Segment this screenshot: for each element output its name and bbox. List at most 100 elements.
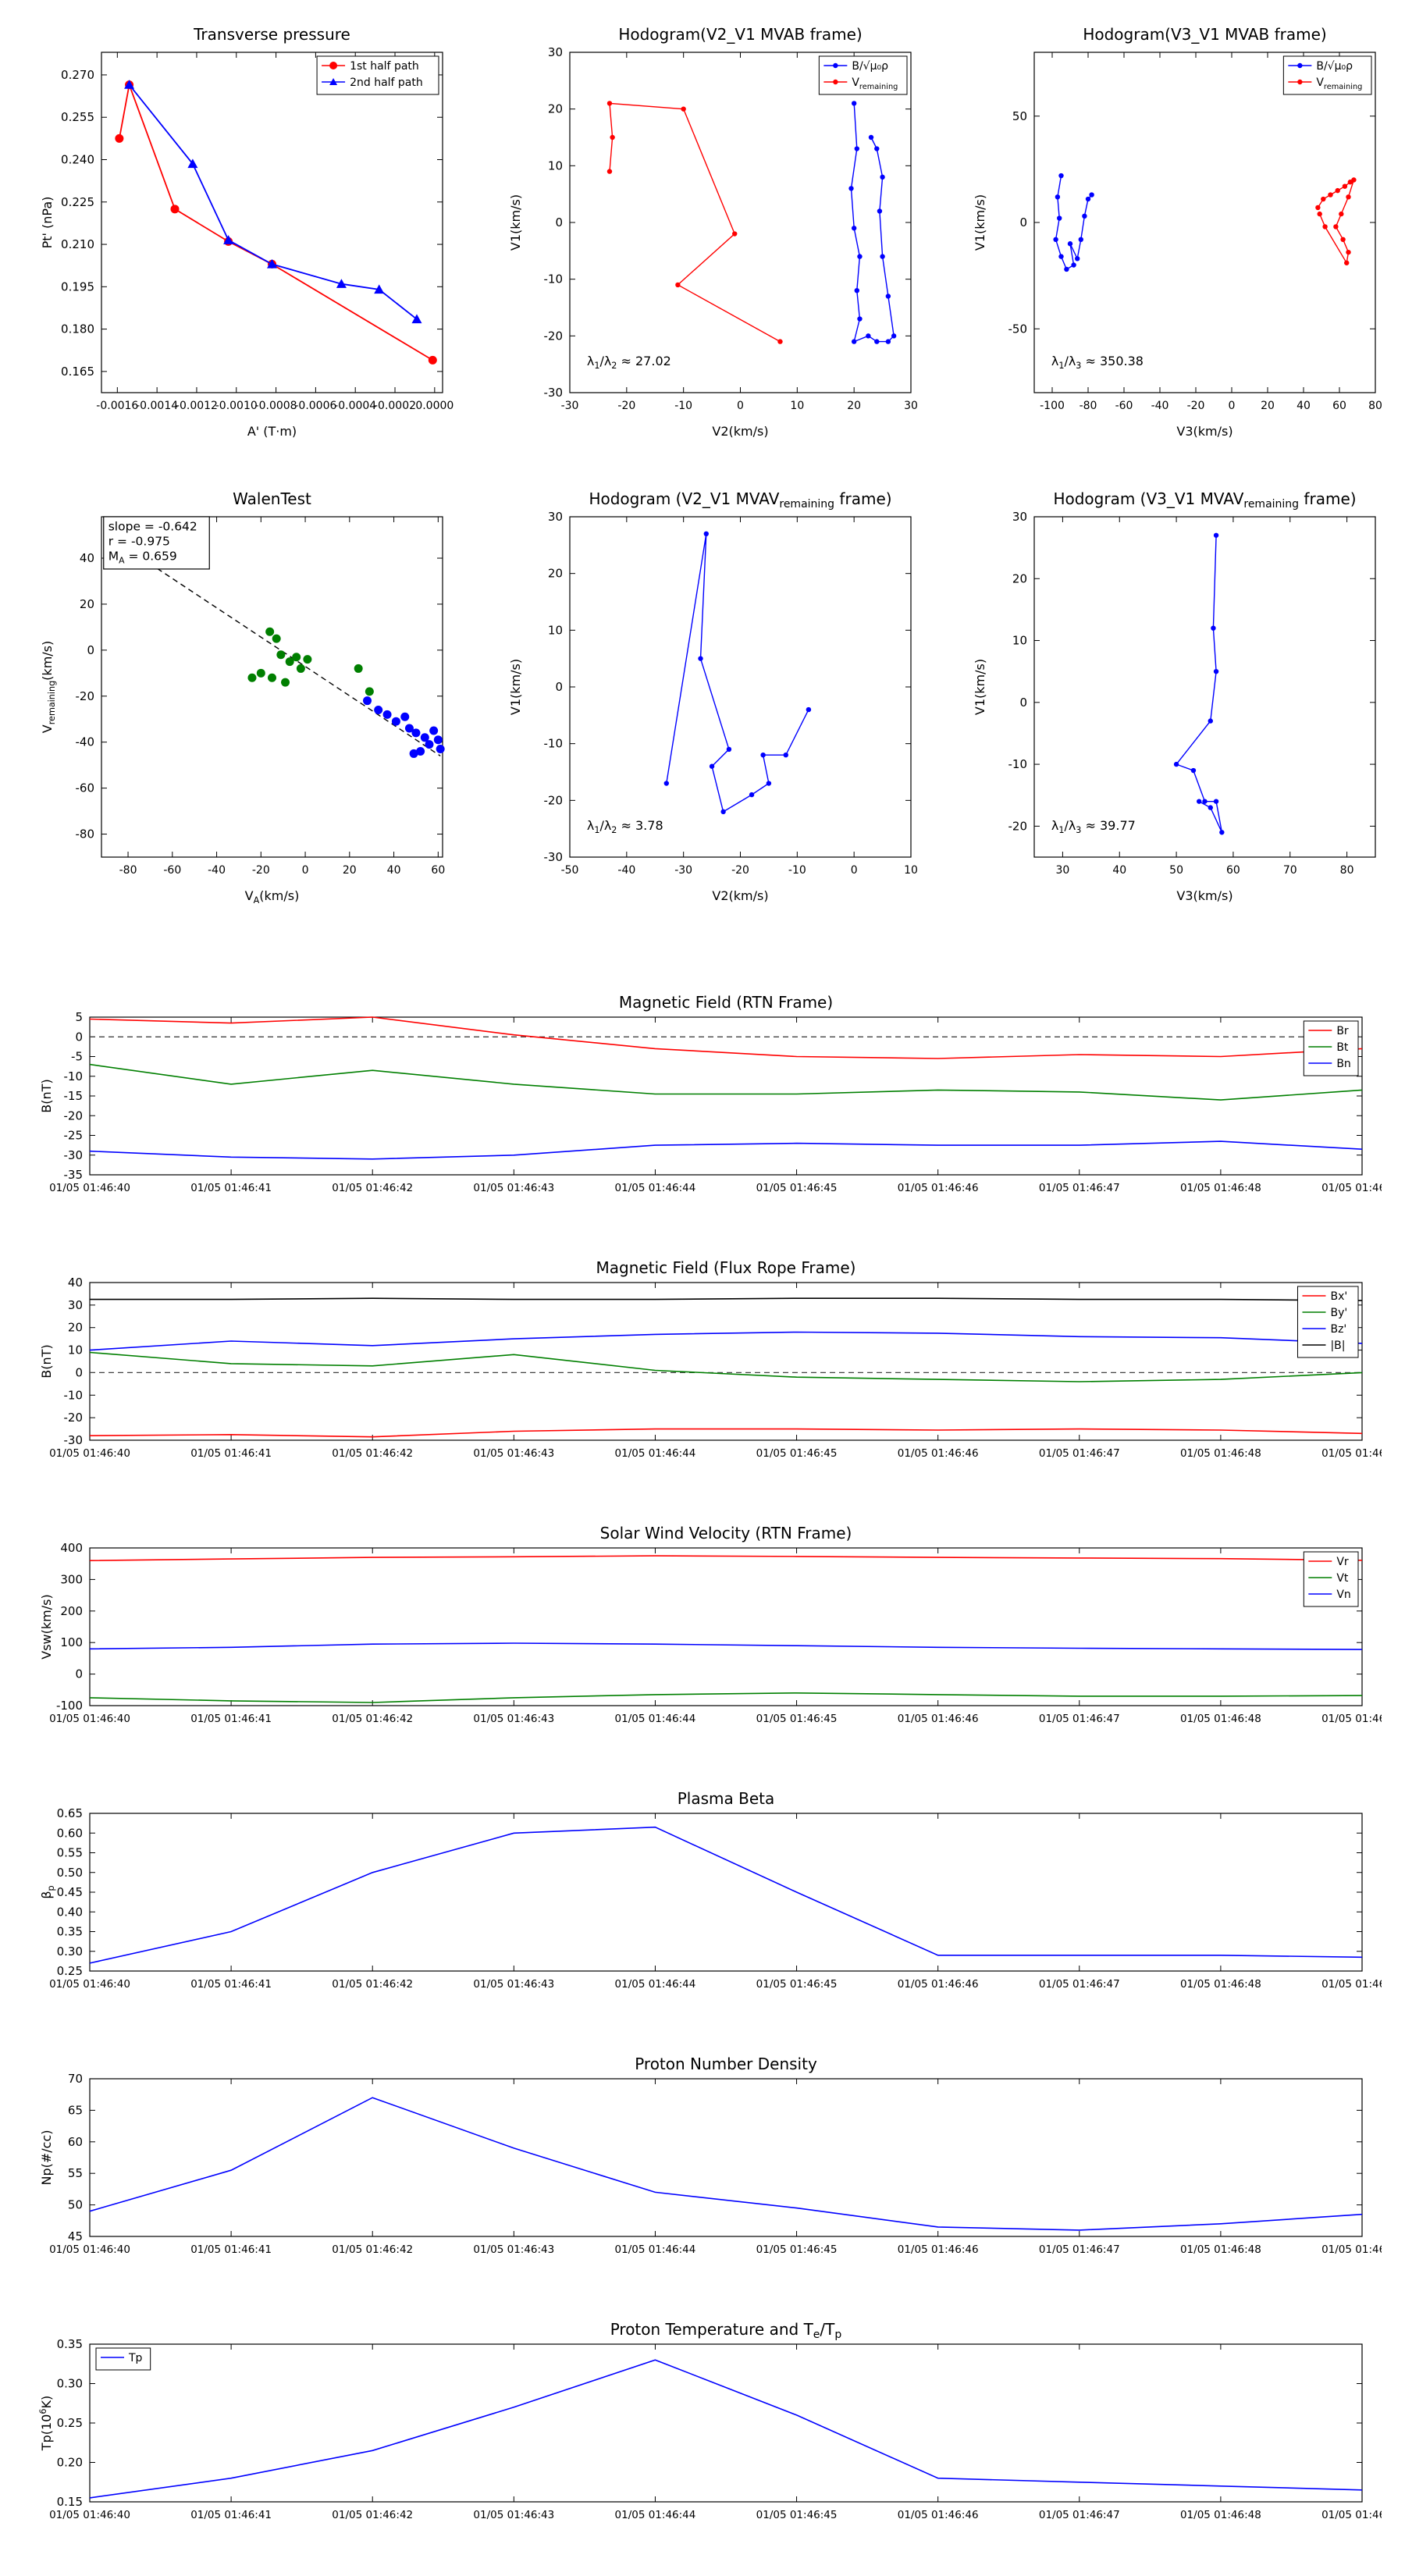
svg-text:01/05 01:46:41: 01/05 01:46:41: [190, 1182, 272, 1194]
svg-text:400: 400: [60, 1541, 83, 1555]
svg-text:30: 30: [548, 45, 563, 59]
svg-text:40: 40: [1297, 400, 1311, 412]
chart-annotation: MA = 0.659: [108, 549, 177, 565]
svg-text:0.30: 0.30: [57, 1944, 83, 1959]
svg-text:Vremaining(km/s): Vremaining(km/s): [40, 641, 57, 734]
svg-text:-25: -25: [64, 1129, 84, 1143]
svg-text:Br: Br: [1336, 1025, 1349, 1037]
svg-text:-10: -10: [1008, 757, 1028, 771]
svg-text:70: 70: [68, 2072, 83, 2086]
svg-text:-20: -20: [1187, 400, 1205, 412]
svg-text:300: 300: [60, 1572, 83, 1586]
svg-text:0.60: 0.60: [57, 1826, 83, 1840]
svg-text:01/05 01:46:43: 01/05 01:46:43: [473, 2509, 554, 2521]
svg-text:0.180: 0.180: [61, 322, 94, 336]
chart-magnetic-field-rtn: Magnetic Field (RTN Frame) 01/05 01:46:40…: [39, 993, 1382, 1194]
svg-text:01/05 01:46:43: 01/05 01:46:43: [473, 1713, 554, 1725]
svg-text:-0.0012: -0.0012: [176, 400, 218, 412]
panel-solar-wind-velocity: Solar Wind Velocity (RTN Frame) 01/05 01:…: [23, 1518, 1382, 1745]
chart-annotation: λ1/λ3 ≈ 39.77: [1051, 818, 1136, 835]
svg-text:01/05 01:46:47: 01/05 01:46:47: [1039, 2509, 1120, 2521]
svg-text:01/05 01:46:41: 01/05 01:46:41: [190, 2509, 272, 2521]
chart-walen-test: WalenTest -80 -60 -40 -20 0 20 40 60 -80 -60 -40 -20…: [40, 489, 445, 906]
svg-text:01/05 01:46:41: 01/05 01:46:41: [190, 1447, 272, 1460]
svg-text:0.35: 0.35: [57, 2337, 83, 2351]
svg-text:0: 0: [555, 680, 563, 694]
svg-text:V1(km/s): V1(km/s): [508, 659, 523, 715]
svg-text:01/05 01:46:46: 01/05 01:46:46: [898, 1978, 979, 1991]
svg-text:-100: -100: [56, 1699, 83, 1713]
svg-text:-20: -20: [252, 864, 270, 877]
svg-text:10: 10: [548, 158, 563, 173]
svg-text:01/05 01:46:45: 01/05 01:46:45: [756, 1182, 838, 1194]
svg-text:10: 10: [904, 864, 918, 877]
svg-text:-30: -30: [64, 1433, 84, 1447]
svg-text:60: 60: [68, 2135, 83, 2149]
svg-text:0.35: 0.35: [57, 1925, 83, 1939]
svg-text:01/05 01:46:46: 01/05 01:46:46: [898, 2509, 979, 2521]
svg-text:-0.0004: -0.0004: [334, 400, 376, 412]
svg-text:B(nT): B(nT): [39, 1344, 54, 1378]
svg-text:0.210: 0.210: [61, 237, 94, 251]
svg-text:-80: -80: [119, 864, 137, 877]
chart-legend: Tp: [95, 2347, 151, 2371]
chart-annotation: slope = -0.642: [108, 519, 197, 533]
svg-text:01/05 01:46:49: 01/05 01:46:49: [1321, 1978, 1382, 1991]
chart-title: Proton Temperature and Te/Tp: [610, 2320, 842, 2341]
chart-title: Magnetic Field (RTN Frame): [619, 993, 833, 1012]
chart-hodogram-v2v1-mvab: Hodogram(V2_V1 MVAB frame) -30 -20 -10 0 10 20…: [508, 25, 918, 439]
svg-text:-5: -5: [71, 1050, 83, 1064]
svg-text:-60: -60: [1115, 400, 1133, 412]
svg-text:60: 60: [1332, 400, 1346, 412]
svg-text:01/05 01:46:45: 01/05 01:46:45: [756, 1978, 838, 1991]
svg-text:40: 40: [80, 551, 94, 565]
chart-legend: Vr Vt Vn: [1303, 1551, 1359, 1607]
svg-text:V3(km/s): V3(km/s): [1176, 424, 1232, 439]
svg-text:-0.0002: -0.0002: [374, 400, 416, 412]
svg-text:5: 5: [75, 1010, 83, 1024]
svg-text:0.45: 0.45: [57, 1885, 83, 1899]
svg-text:VA(km/s): VA(km/s): [245, 888, 300, 906]
svg-text:-30: -30: [674, 864, 692, 877]
svg-text:By': By': [1330, 1307, 1347, 1319]
svg-text:10: 10: [548, 623, 563, 637]
svg-text:-20: -20: [544, 793, 564, 807]
svg-text:01/05 01:46:45: 01/05 01:46:45: [756, 1447, 838, 1460]
svg-text:-30: -30: [544, 386, 564, 400]
chart-hodogram-v3v1-mvab: Hodogram(V3_V1 MVAB frame) -100 -80 -60 -40 -…: [973, 25, 1382, 439]
svg-text:0.40: 0.40: [57, 1905, 83, 1919]
svg-text:80: 80: [1368, 400, 1382, 412]
svg-text:01/05 01:46:40: 01/05 01:46:40: [49, 1713, 130, 1725]
panel-plasma-beta: Plasma Beta 01/05 01:46:40 01/05 01:46:41 0…: [23, 1784, 1382, 2010]
svg-text:01/05 01:46:49: 01/05 01:46:49: [1321, 2243, 1382, 2256]
svg-text:0: 0: [555, 215, 563, 229]
svg-text:V1(km/s): V1(km/s): [508, 194, 523, 251]
svg-text:40: 40: [68, 1276, 83, 1290]
svg-text:70: 70: [1283, 864, 1297, 877]
svg-text:65: 65: [68, 2103, 83, 2117]
svg-text:0.225: 0.225: [61, 195, 94, 209]
svg-text:100: 100: [60, 1635, 83, 1649]
svg-text:01/05 01:46:42: 01/05 01:46:42: [332, 2243, 413, 2256]
svg-text:30: 30: [68, 1298, 83, 1312]
svg-text:20: 20: [1261, 400, 1275, 412]
svg-text:V2(km/s): V2(km/s): [712, 888, 768, 903]
svg-text:01/05 01:46:48: 01/05 01:46:48: [1180, 2243, 1261, 2256]
chart-title: Hodogram (V2_V1 MVAVremaining frame): [589, 489, 891, 511]
svg-text:01/05 01:46:42: 01/05 01:46:42: [332, 1978, 413, 1991]
chart-legend: B/√μ₀ρ Vremaining: [818, 55, 908, 95]
svg-text:01/05 01:46:43: 01/05 01:46:43: [473, 1978, 554, 1991]
svg-text:01/05 01:46:46: 01/05 01:46:46: [898, 1182, 979, 1194]
svg-text:|B|: |B|: [1330, 1340, 1345, 1352]
svg-text:-80: -80: [76, 827, 95, 841]
svg-text:0: 0: [1019, 215, 1027, 229]
svg-text:60: 60: [1226, 864, 1240, 877]
svg-text:Bt: Bt: [1336, 1041, 1349, 1054]
svg-text:-0.0010: -0.0010: [215, 400, 258, 412]
svg-text:30: 30: [904, 400, 918, 412]
svg-text:0.240: 0.240: [61, 152, 94, 166]
svg-text:10: 10: [68, 1343, 83, 1357]
chart-proton-temperature: Proton Temperature and Te/Tp 01/05 01:46:…: [38, 2320, 1382, 2521]
svg-text:-20: -20: [617, 400, 635, 412]
svg-text:-40: -40: [208, 864, 226, 877]
